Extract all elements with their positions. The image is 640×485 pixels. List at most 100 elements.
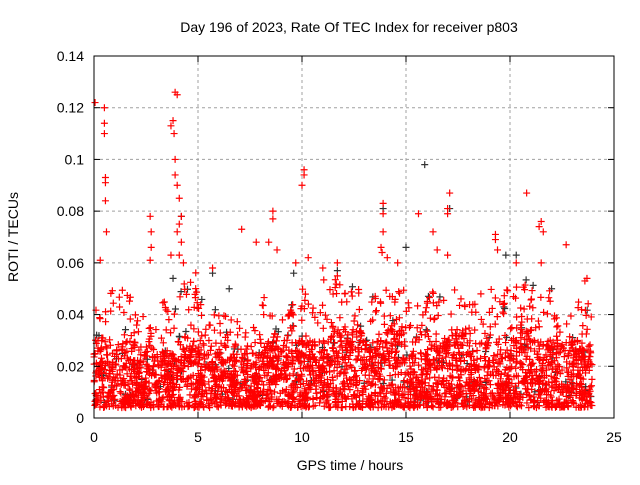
data-point	[132, 388, 140, 396]
data-point	[287, 306, 295, 314]
data-point	[388, 380, 396, 388]
data-point	[554, 322, 562, 330]
data-point	[454, 391, 462, 399]
data-point	[564, 352, 572, 360]
data-point	[486, 323, 494, 331]
data-point	[456, 301, 464, 309]
data-point	[423, 370, 431, 378]
data-point	[537, 217, 545, 225]
data-point	[427, 393, 435, 401]
data-point	[123, 370, 131, 378]
x-tick-label: 20	[502, 429, 518, 445]
data-point	[212, 377, 220, 385]
data-point	[415, 361, 423, 369]
data-point	[507, 350, 515, 358]
data-point	[107, 363, 115, 371]
data-point	[209, 264, 217, 272]
data-point	[102, 318, 110, 326]
data-point	[535, 390, 543, 398]
data-point	[256, 331, 264, 339]
data-point	[269, 363, 277, 371]
data-point	[563, 399, 571, 407]
data-point	[311, 313, 319, 321]
data-point	[139, 393, 147, 401]
data-point	[311, 338, 319, 346]
data-point	[225, 401, 233, 409]
data-point	[108, 349, 116, 357]
data-point	[483, 377, 491, 385]
data-point	[578, 353, 586, 361]
data-point	[266, 387, 274, 395]
data-point	[430, 356, 438, 364]
data-point	[539, 342, 547, 350]
data-point	[176, 396, 184, 404]
data-point	[341, 353, 349, 361]
data-point	[123, 291, 131, 299]
data-point-secondary	[482, 378, 490, 386]
data-point	[405, 304, 413, 312]
data-point	[329, 384, 337, 392]
data-point	[310, 376, 318, 384]
data-point	[123, 354, 131, 362]
data-point	[269, 354, 277, 362]
data-point	[258, 377, 266, 385]
data-point	[251, 327, 259, 335]
data-point	[134, 328, 142, 336]
data-point	[91, 99, 99, 107]
data-point	[133, 321, 141, 329]
data-point	[316, 348, 324, 356]
data-point	[310, 355, 318, 363]
data-point	[197, 398, 205, 406]
data-point	[409, 359, 417, 367]
data-point	[141, 348, 149, 356]
data-point	[312, 389, 320, 397]
data-point	[465, 381, 473, 389]
data-point	[176, 293, 184, 301]
data-point	[452, 339, 460, 347]
data-point	[496, 382, 504, 390]
data-point	[562, 392, 570, 400]
data-point	[233, 318, 241, 326]
data-point	[336, 281, 344, 289]
data-point	[282, 343, 290, 351]
data-point	[131, 311, 139, 319]
data-point	[382, 389, 390, 397]
data-point	[398, 323, 406, 331]
data-point	[189, 371, 197, 379]
data-point	[261, 397, 269, 405]
data-point	[287, 383, 295, 391]
data-point	[541, 386, 549, 394]
data-point	[180, 346, 188, 354]
data-point	[273, 364, 281, 372]
data-point	[185, 401, 193, 409]
data-point	[279, 346, 287, 354]
data-point	[104, 392, 112, 400]
data-point	[150, 345, 158, 353]
data-point	[478, 339, 486, 347]
data-point	[119, 340, 127, 348]
data-point	[493, 366, 501, 374]
data-point	[298, 350, 306, 358]
data-point	[380, 320, 388, 328]
data-point	[435, 349, 443, 357]
data-point	[378, 249, 386, 257]
data-point	[377, 243, 385, 251]
data-point	[582, 397, 590, 405]
data-point	[295, 376, 303, 384]
data-point	[127, 372, 135, 380]
data-point	[406, 323, 414, 331]
data-point	[347, 288, 355, 296]
data-point	[477, 354, 485, 362]
data-point	[412, 354, 420, 362]
data-point	[563, 386, 571, 394]
data-point	[161, 303, 169, 311]
data-point	[461, 303, 469, 311]
data-point	[216, 329, 224, 337]
data-point	[336, 386, 344, 394]
data-point	[190, 337, 198, 345]
data-point	[548, 365, 556, 373]
data-point	[325, 386, 333, 394]
data-point	[505, 375, 513, 383]
data-point	[195, 350, 203, 358]
data-point	[386, 372, 394, 380]
